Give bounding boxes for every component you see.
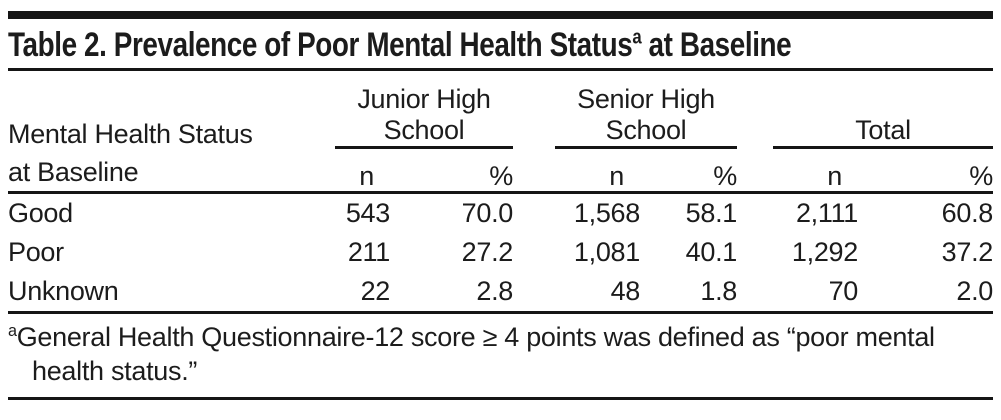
cell-junior-pct: 2.8	[390, 271, 513, 314]
table-footnote: aGeneral Health Questionnaire-12 score ≥…	[8, 320, 993, 388]
cell-junior-pct: 70.0	[461, 197, 514, 228]
top-heavy-rule	[8, 11, 993, 19]
subheader-n-junior: n	[335, 147, 390, 194]
group-label-line2: School	[605, 114, 687, 145]
group-spacer	[513, 71, 555, 147]
table-header: Mental Health Status at Baseline Junior …	[8, 71, 994, 194]
row-label: Unknown	[8, 271, 335, 314]
sub-header-row: n % n % n %	[8, 147, 993, 194]
group-label-line1: Senior High	[577, 83, 715, 114]
cell-spacer	[737, 233, 773, 272]
subheader-pct-total: %	[858, 147, 993, 194]
cell-senior-n: 48	[555, 271, 640, 314]
row-header-cell: Mental Health Status at Baseline	[8, 71, 335, 194]
group-spacer	[737, 71, 773, 147]
table-title-suffix: at Baseline	[641, 26, 792, 64]
group-label-line2: School	[383, 114, 465, 145]
cell-spacer	[737, 271, 773, 314]
subheader-pct-junior: %	[390, 147, 513, 194]
column-group-junior-high: Junior High School	[335, 71, 513, 149]
bottom-rule	[8, 396, 993, 400]
column-group-row: Mental Health Status at Baseline Junior …	[8, 71, 994, 194]
subheader-pct-senior: %	[640, 147, 737, 194]
cell-junior-n: 543	[345, 197, 390, 228]
cell-spacer	[513, 271, 555, 314]
group-label-line1: Total	[855, 114, 911, 145]
subheader-n-senior: n	[555, 147, 640, 194]
title-divider-rule	[8, 68, 993, 71]
column-group-total: Total	[773, 71, 994, 149]
row-label: Good	[8, 197, 73, 228]
cell-total-n: 1,292	[791, 236, 858, 267]
row-header-line1: Mental Health Status	[8, 118, 253, 149]
cell-spacer	[513, 233, 555, 272]
cell-senior-pct: 40.1	[685, 236, 738, 267]
table-row-poor: Poor 211 27.2 1,081 40.1 1,292 37.2	[8, 233, 993, 272]
footnote-text: General Health Questionnaire-12 score ≥ …	[16, 321, 935, 386]
table-body: Good 543 70.0 1,568 58.1 2,111 60.8 Poor…	[8, 192, 993, 314]
cell-senior-n: 1,081	[573, 236, 640, 267]
cell-junior-n: 22	[335, 271, 390, 314]
table-content: Table 2. Prevalence of Poor Mental Healt…	[8, 0, 993, 400]
cell-senior-pct: 1.8	[640, 271, 737, 314]
cell-total-pct: 60.8	[941, 197, 994, 228]
cell-junior-n: 211	[347, 236, 390, 267]
cell-total-pct: 37.2	[941, 236, 994, 267]
column-group-senior-high: Senior High School	[555, 71, 737, 149]
table-row-unknown: Unknown 22 2.8 48 1.8 70 2.0	[8, 271, 993, 314]
cell-senior-n: 1,568	[573, 197, 640, 228]
subheader-n-total: n	[773, 147, 858, 194]
subheader-spacer	[513, 147, 555, 194]
table-title-superscript: a	[632, 26, 642, 49]
table-row-good: Good 543 70.0 1,568 58.1 2,111 60.8	[8, 192, 993, 233]
cell-total-n: 2,111	[795, 197, 858, 228]
cell-spacer	[737, 192, 773, 233]
group-label-line1: Junior High	[357, 83, 491, 114]
cell-total-n: 70	[773, 271, 858, 314]
cell-total-pct: 2.0	[858, 271, 993, 314]
subheader-spacer	[737, 147, 773, 194]
row-label: Poor	[8, 236, 64, 267]
table-title: Table 2. Prevalence of Poor Mental Healt…	[8, 24, 816, 66]
table-title-prefix: Table 2. Prevalence of Poor Mental Healt…	[8, 26, 633, 64]
data-table: Mental Health Status at Baseline Junior …	[8, 71, 993, 314]
row-header-line2: at Baseline	[8, 156, 139, 187]
cell-spacer	[513, 192, 555, 233]
cell-senior-pct: 58.1	[685, 197, 738, 228]
footnote-marker: a	[8, 321, 17, 340]
cell-junior-pct: 27.2	[461, 236, 514, 267]
